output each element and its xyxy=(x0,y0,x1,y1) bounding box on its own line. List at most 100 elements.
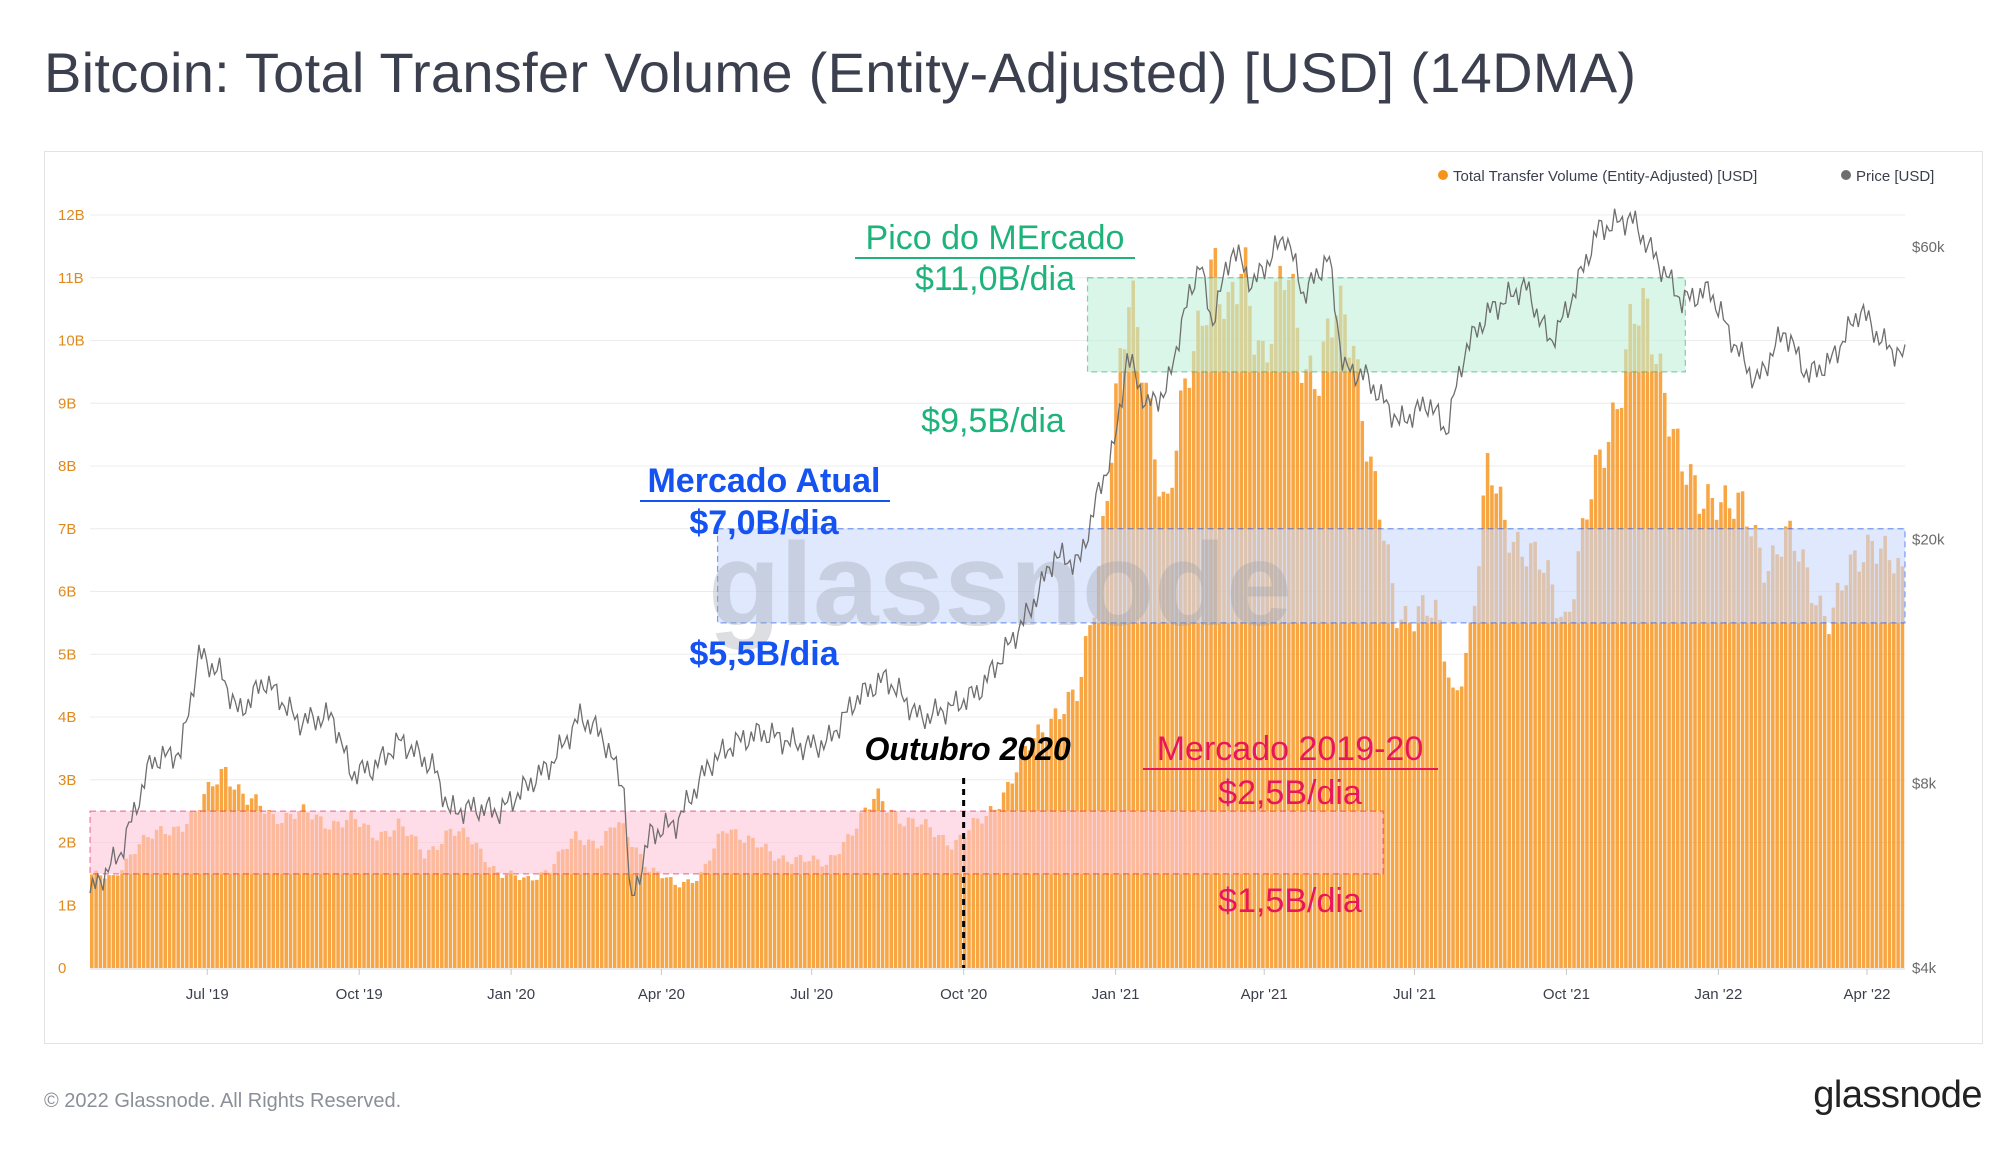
x-tick-label: Jan '22 xyxy=(1694,986,1742,1003)
volume-bar xyxy=(1187,387,1192,968)
volume-bar xyxy=(1723,485,1728,968)
volume-bar xyxy=(1516,531,1520,968)
volume-bar xyxy=(215,784,219,968)
volume-bar xyxy=(1697,513,1702,968)
volume-bar xyxy=(803,861,807,968)
volume-bar xyxy=(621,823,626,968)
volume-bar xyxy=(1827,634,1831,968)
volume-bar xyxy=(1261,340,1265,969)
volume-bar xyxy=(1598,449,1602,968)
x-tick-label: Apr '22 xyxy=(1843,986,1890,1003)
volume-bar xyxy=(513,875,518,968)
volume-bar xyxy=(1593,454,1598,969)
prev-band-high-value: $2,5B/dia xyxy=(1218,774,1362,812)
volume-bar xyxy=(867,809,872,968)
volume-bar xyxy=(1369,456,1373,968)
volume-bar xyxy=(1853,550,1857,968)
volume-bar xyxy=(258,805,263,968)
volume-bar xyxy=(107,875,111,968)
volume-bar xyxy=(483,862,487,968)
volume-bar xyxy=(1719,502,1723,968)
volume-bar xyxy=(824,864,829,968)
volume-bar xyxy=(1308,355,1313,968)
volume-bar xyxy=(807,861,811,968)
volume-bar xyxy=(703,863,708,968)
volume-bar xyxy=(1658,353,1663,968)
volume-bar xyxy=(1235,304,1239,968)
volume-bar xyxy=(1300,382,1304,968)
volume-bar xyxy=(478,848,483,968)
volume-bar xyxy=(872,798,876,968)
volume-bar xyxy=(690,882,695,968)
volume-bar xyxy=(1006,781,1010,968)
volume-bar xyxy=(1749,536,1753,968)
volume-bar xyxy=(1537,569,1542,968)
volume-bar xyxy=(1766,570,1771,968)
volume-bar xyxy=(1330,337,1334,968)
volume-bar xyxy=(1390,583,1395,968)
volume-bar xyxy=(1615,409,1619,968)
volume-bar xyxy=(306,812,310,968)
volume-bar xyxy=(1693,475,1697,968)
volume-bar xyxy=(863,807,868,968)
volume-bar xyxy=(988,806,993,968)
volume-bar xyxy=(133,854,137,968)
volume-bar xyxy=(267,809,271,968)
volume-bar xyxy=(755,847,760,968)
volume-bar xyxy=(1805,567,1810,968)
y-right-tick-label: $60k xyxy=(1912,239,1945,256)
volume-bar xyxy=(794,857,798,968)
x-tick-label: Jan '20 xyxy=(487,986,535,1003)
volume-bar xyxy=(1701,508,1706,968)
volume-bar xyxy=(768,851,772,968)
volume-bar xyxy=(1796,561,1801,968)
volume-bar xyxy=(522,877,526,968)
volume-bar xyxy=(1196,310,1200,968)
volume-bar xyxy=(1230,281,1235,968)
volume-bar xyxy=(383,831,388,968)
volume-bar xyxy=(1879,548,1883,968)
volume-bar xyxy=(1459,686,1464,968)
volume-bar xyxy=(924,819,928,968)
current-band-label: Mercado Atual xyxy=(647,462,880,500)
volume-bar xyxy=(323,828,327,968)
volume-bar xyxy=(820,866,824,968)
volume-bar xyxy=(1494,493,1498,968)
x-tick-label: Jan '21 xyxy=(1092,986,1140,1003)
volume-bar xyxy=(1166,493,1170,968)
volume-bar xyxy=(1619,407,1624,968)
volume-bar xyxy=(366,824,371,968)
volume-bar xyxy=(682,881,686,968)
volume-bar xyxy=(889,809,893,968)
volume-bar xyxy=(578,840,582,968)
volume-bar xyxy=(967,830,971,968)
volume-bar xyxy=(811,855,816,968)
volume-bar xyxy=(1001,792,1006,968)
volume-bar xyxy=(249,798,254,968)
volume-bar xyxy=(1248,305,1252,968)
y-left-tick-label: 11B xyxy=(58,270,84,287)
volume-bar xyxy=(608,827,613,968)
volume-bar xyxy=(945,845,950,968)
volume-bar xyxy=(1857,571,1861,968)
volume-bar xyxy=(1256,340,1261,968)
volume-bar xyxy=(111,875,116,968)
volume-bar xyxy=(673,884,677,968)
chart-frame xyxy=(44,151,1983,1044)
volume-bar xyxy=(781,855,785,968)
volume-bar xyxy=(686,879,690,968)
volume-bar xyxy=(954,839,958,968)
x-tick-label: Oct '19 xyxy=(336,986,383,1003)
volume-bar xyxy=(1403,605,1408,968)
volume-bar xyxy=(94,870,98,968)
volume-bar xyxy=(1818,595,1823,968)
volume-bar xyxy=(1226,291,1231,968)
volume-bar xyxy=(509,870,513,968)
volume-bar xyxy=(189,811,193,968)
volume-bar xyxy=(1490,485,1494,968)
volume-bar xyxy=(146,837,150,968)
volume-bar xyxy=(241,793,245,968)
volume-bar xyxy=(712,848,716,968)
volume-bar xyxy=(548,872,552,968)
volume-bar xyxy=(1784,526,1788,968)
